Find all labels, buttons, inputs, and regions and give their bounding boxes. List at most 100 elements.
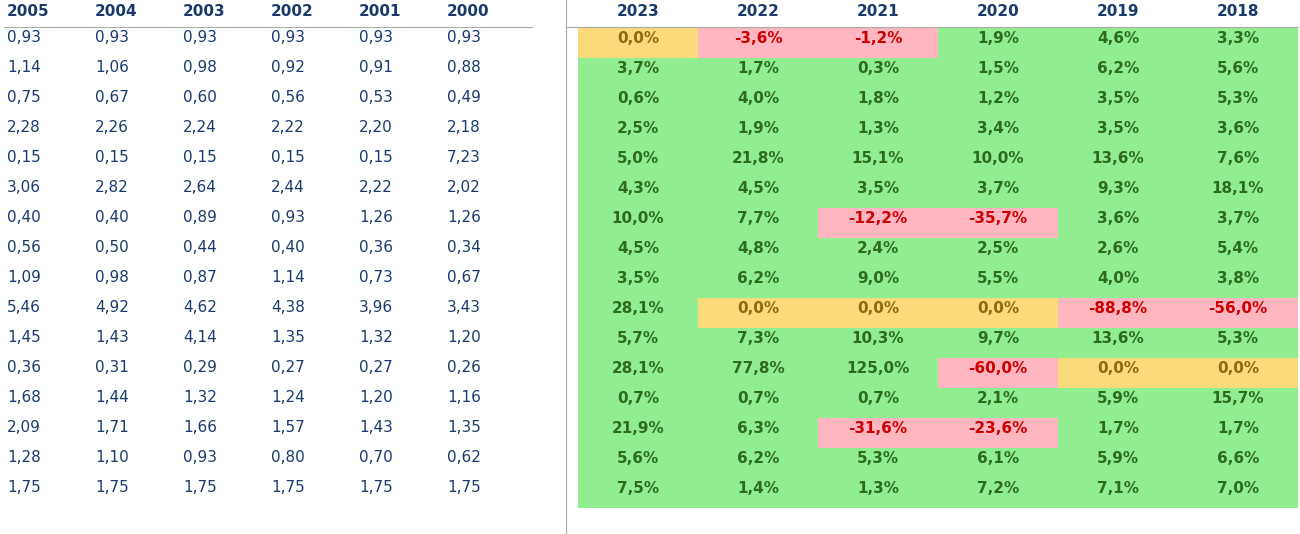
Bar [578,298,698,328]
Text: 1,32: 1,32 [359,330,393,345]
Bar [698,208,818,238]
Text: 2,28: 2,28 [6,120,40,135]
Text: 0,40: 0,40 [270,240,304,255]
Bar [1058,358,1178,388]
Text: 0,15: 0,15 [6,150,40,165]
Text: 1,35: 1,35 [447,420,481,435]
Bar [1178,388,1297,418]
Text: 10,3%: 10,3% [852,331,905,346]
Bar [698,178,818,208]
Text: 4,8%: 4,8% [737,241,779,256]
Text: 5,7%: 5,7% [618,331,659,346]
Bar [1058,118,1178,148]
Bar [939,418,1058,448]
Text: 1,09: 1,09 [6,270,40,285]
Text: 0,0%: 0,0% [737,301,779,316]
Bar [698,268,818,298]
Text: 1,3%: 1,3% [857,481,900,496]
Text: 1,35: 1,35 [270,330,306,345]
Text: 2,1%: 2,1% [976,391,1019,406]
Text: 0,98: 0,98 [183,60,217,75]
Text: 2,22: 2,22 [359,180,393,195]
Text: 0,93: 0,93 [447,30,481,45]
Bar [818,418,939,448]
Text: 2,26: 2,26 [95,120,129,135]
Text: 0,44: 0,44 [183,240,217,255]
Bar [1058,298,1178,328]
Text: 1,75: 1,75 [183,480,217,495]
Text: 15,1%: 15,1% [852,151,905,166]
Text: 5,5%: 5,5% [976,271,1019,286]
Bar [578,208,698,238]
Text: 0,27: 0,27 [270,360,304,375]
Text: 1,16: 1,16 [447,390,481,405]
Bar [698,418,818,448]
Text: 0,27: 0,27 [359,360,393,375]
Text: 7,5%: 7,5% [618,481,659,496]
Text: 1,75: 1,75 [6,480,40,495]
Text: 0,92: 0,92 [270,60,306,75]
Bar [939,148,1058,178]
Text: 0,60: 0,60 [183,90,217,105]
Text: 0,40: 0,40 [95,210,129,225]
Text: 3,5%: 3,5% [1097,121,1139,136]
Text: 77,8%: 77,8% [732,361,784,376]
Text: 0,73: 0,73 [359,270,393,285]
Text: 0,67: 0,67 [95,90,129,105]
Text: 7,3%: 7,3% [737,331,779,346]
Text: 1,9%: 1,9% [737,121,779,136]
Text: 5,3%: 5,3% [1217,331,1260,346]
Bar [1058,148,1178,178]
Text: 1,14: 1,14 [6,60,40,75]
Bar [818,268,939,298]
Bar [939,448,1058,478]
Text: -60,0%: -60,0% [968,361,1027,376]
Text: -23,6%: -23,6% [968,421,1028,436]
Text: 18,1%: 18,1% [1212,181,1264,196]
Bar [939,88,1058,118]
Text: 28,1%: 28,1% [611,301,664,316]
Text: 0,56: 0,56 [6,240,40,255]
Text: 3,43: 3,43 [447,300,481,315]
Bar [698,28,818,58]
Bar [578,118,698,148]
Text: 0,7%: 0,7% [618,391,659,406]
Text: 125,0%: 125,0% [846,361,910,376]
Bar [939,238,1058,268]
Text: 2,02: 2,02 [447,180,481,195]
Bar [939,268,1058,298]
Text: 2,82: 2,82 [95,180,129,195]
Text: 2021: 2021 [857,4,900,19]
Text: 10,0%: 10,0% [971,151,1024,166]
Text: 5,6%: 5,6% [618,451,659,466]
Text: 2,5%: 2,5% [976,241,1019,256]
Bar [1058,178,1178,208]
Bar [578,448,698,478]
Text: 0,29: 0,29 [183,360,217,375]
Text: 1,2%: 1,2% [976,91,1019,106]
Bar [1058,208,1178,238]
Bar [818,178,939,208]
Text: 0,53: 0,53 [359,90,393,105]
Text: -56,0%: -56,0% [1209,301,1268,316]
Bar [818,238,939,268]
Text: 0,31: 0,31 [95,360,129,375]
Text: 0,62: 0,62 [447,450,481,465]
Text: 2018: 2018 [1217,4,1260,19]
Bar [1178,448,1297,478]
Text: 3,6%: 3,6% [1217,121,1260,136]
Text: 3,5%: 3,5% [1097,91,1139,106]
Bar [1178,208,1297,238]
Text: 5,9%: 5,9% [1097,391,1139,406]
Text: 1,5%: 1,5% [978,61,1019,76]
Text: 1,28: 1,28 [6,450,40,465]
Text: 2001: 2001 [359,4,402,19]
Text: 0,93: 0,93 [270,30,306,45]
Bar [939,178,1058,208]
Text: 6,3%: 6,3% [737,421,779,436]
Bar [818,328,939,358]
Text: 3,6%: 3,6% [1097,211,1139,226]
Bar [578,268,698,298]
Text: 0,0%: 0,0% [1217,361,1260,376]
Bar [939,58,1058,88]
